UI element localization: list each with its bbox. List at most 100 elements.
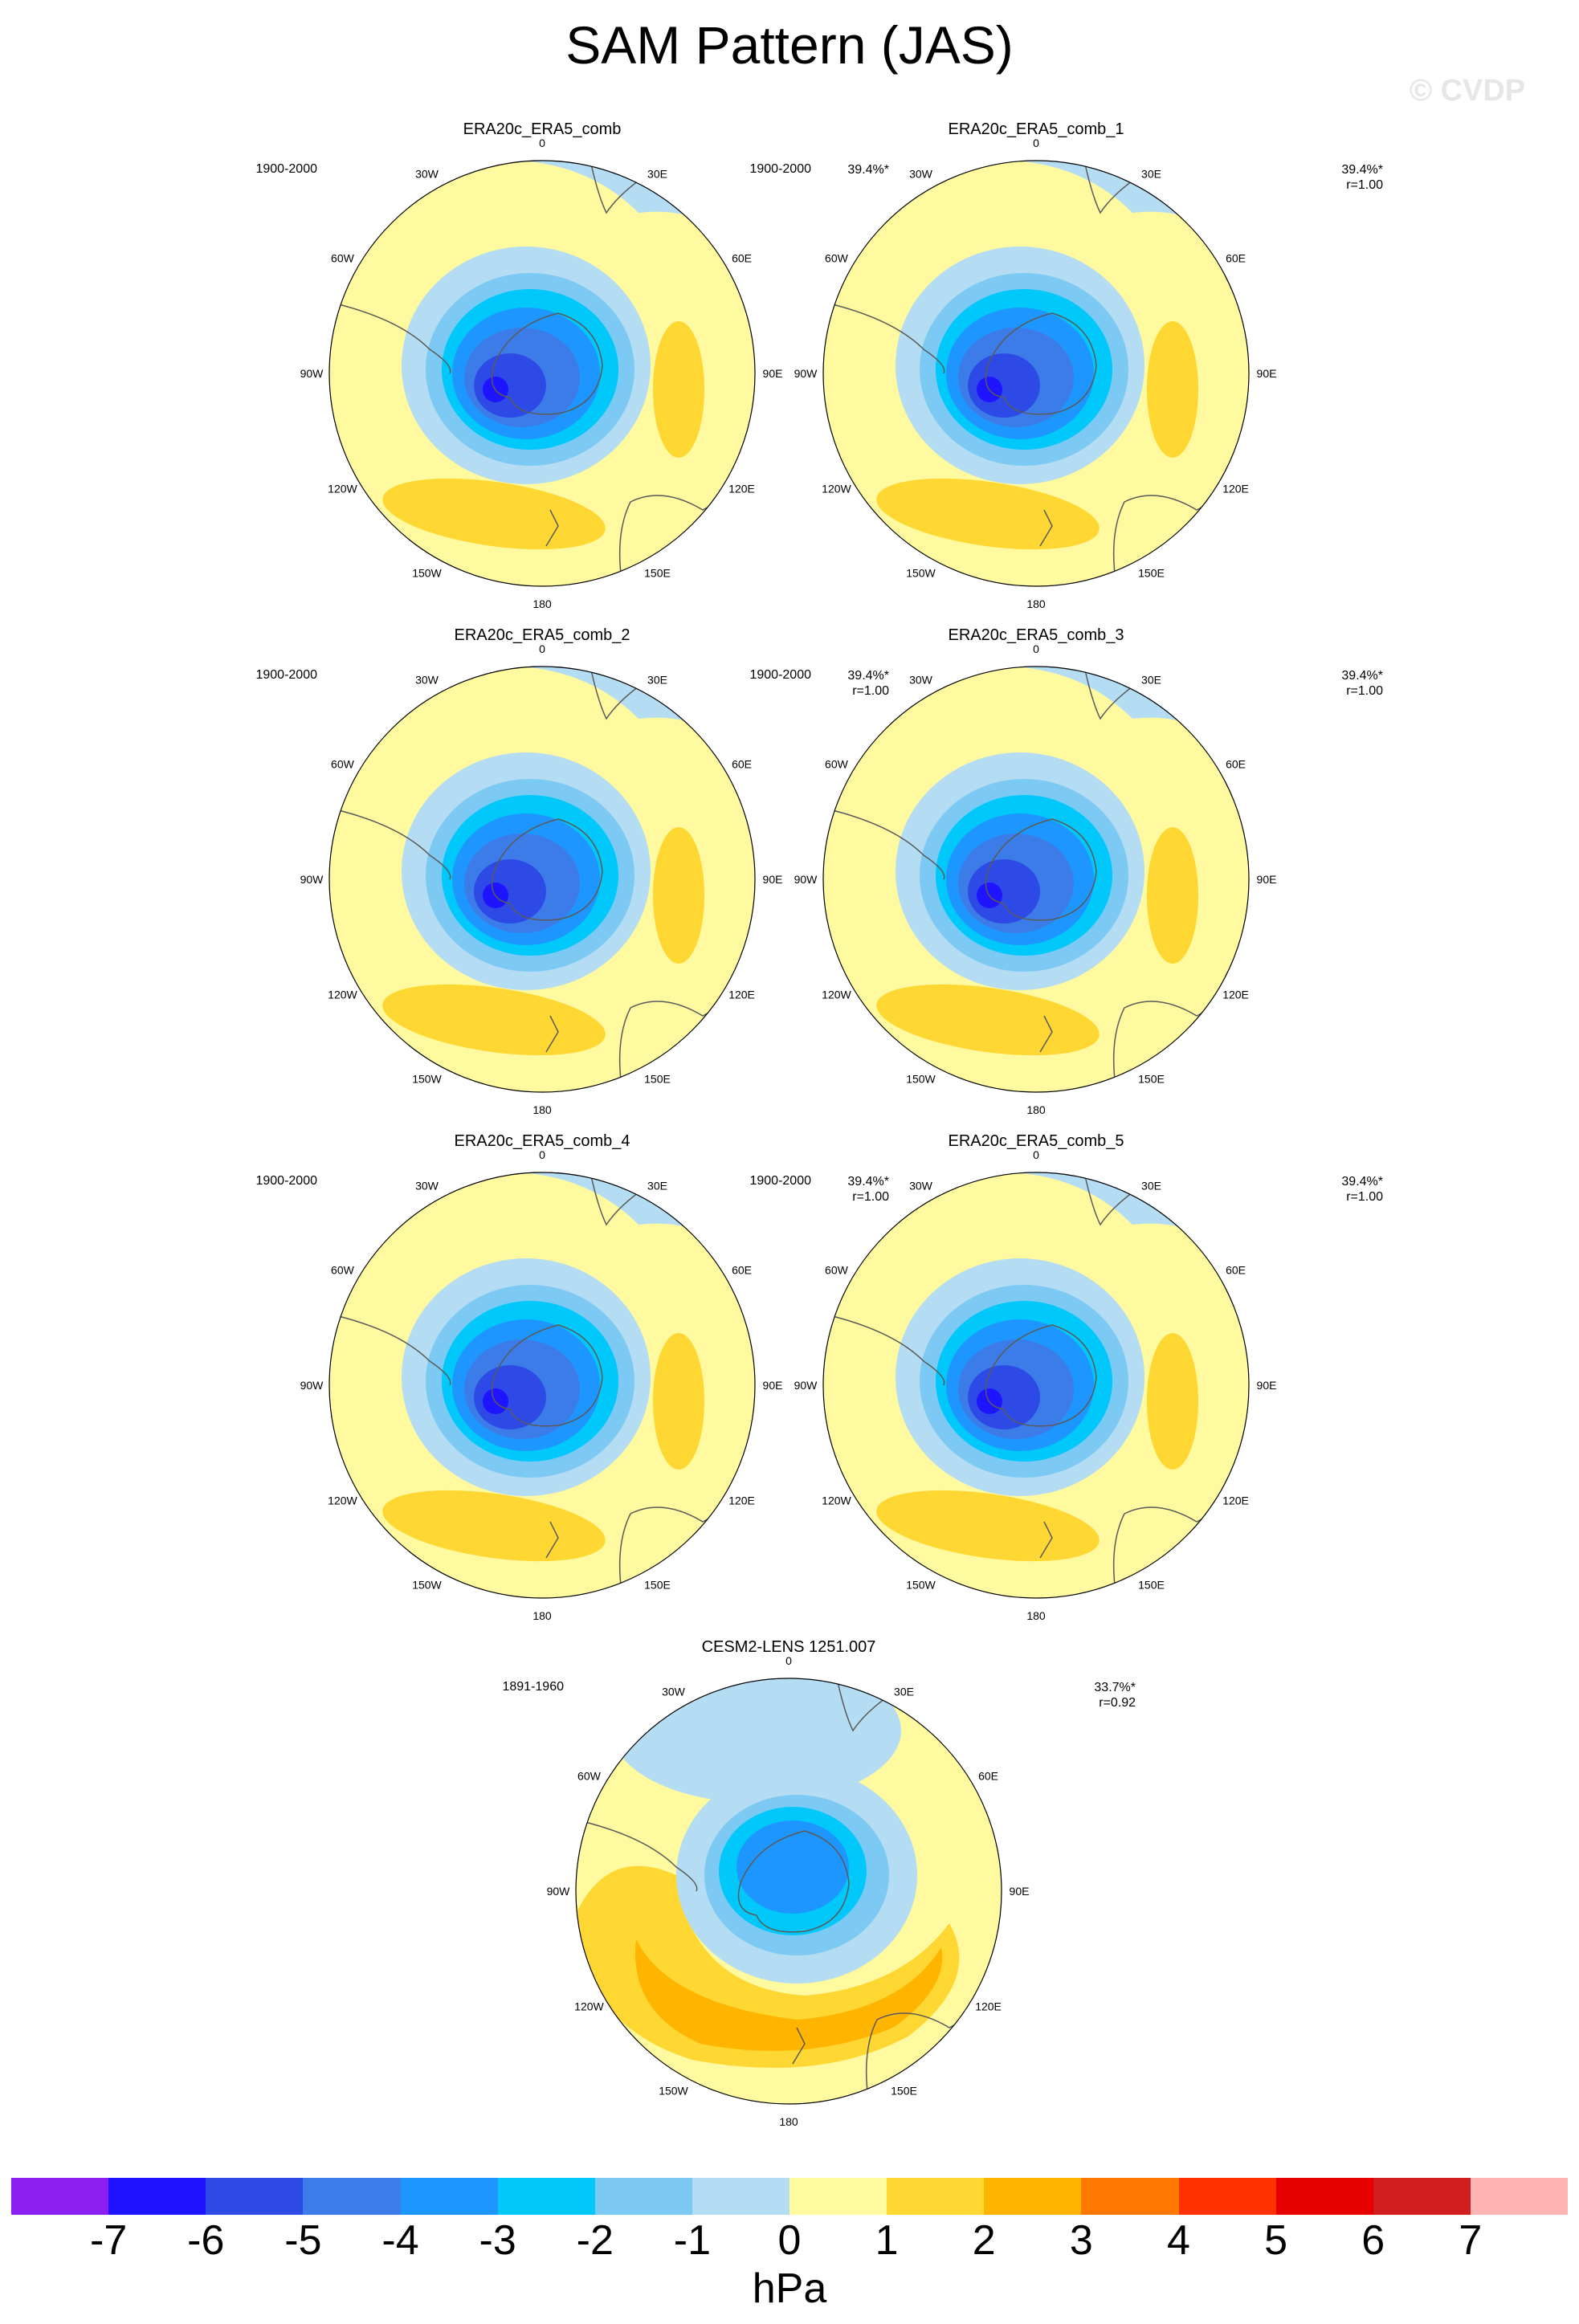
new-zealand-outline (545, 1521, 559, 1559)
colorbar-box-13 (1275, 2178, 1373, 2215)
panel-percent-variance: 39.4%* (1341, 669, 1383, 683)
lon-label-e90: 90E (1257, 1379, 1277, 1392)
lon-label-w90: 90W (547, 1885, 571, 1898)
lon-label-e60: 60E (1226, 758, 1246, 771)
colorbar-box-8 (790, 2178, 887, 2215)
lon-label-w90: 90W (300, 873, 324, 886)
panel-stats: 33.7%* r=0.92 (1055, 1680, 1136, 1710)
south-america-outline (823, 300, 945, 374)
sam-contours (823, 1172, 1249, 1598)
colorbar-box-11 (1081, 2178, 1179, 2215)
lon-label-e30: 30E (1141, 1179, 1161, 1192)
lon-label-w60: 60W (331, 758, 355, 771)
positive-anomaly-south (876, 984, 1100, 1056)
polar-map: 0 30E 60E 90E 120E 150E 180 150W 120W 90W 60W 30W (794, 1148, 1277, 1622)
positive-anomaly-east (1147, 321, 1198, 458)
colorbar-tick-label: 6 (1361, 2217, 1385, 2264)
lon-label-w60: 60W (825, 1264, 849, 1277)
panel-period: 1891-1960 (502, 1680, 564, 1694)
panel-stats: 39.4%* r=1.00 (1303, 1174, 1383, 1205)
south-america-outline (823, 1312, 945, 1386)
lon-label-e30: 30E (647, 167, 667, 180)
lon-label-deg180: 180 (1026, 597, 1046, 610)
new-zealand-outline (545, 509, 559, 547)
panel-title: ERA20c_ERA5_comb_5 (948, 1132, 1124, 1150)
lon-label-deg0: 0 (539, 137, 545, 149)
lon-label-w150: 150W (906, 567, 936, 580)
lon-label-e150: 150E (644, 567, 671, 580)
lon-label-e30: 30E (894, 1685, 914, 1698)
lon-label-e90: 90E (1257, 873, 1277, 886)
lon-label-w150: 150W (412, 567, 442, 580)
lon-label-deg0: 0 (1033, 137, 1039, 149)
colorbar-tick-label: -7 (90, 2217, 128, 2264)
antarctica-outline (491, 818, 603, 921)
map-panel-6: ERA20c_ERA5_comb_5 1900-2000 39.4%* r=1.… (634, 1132, 1438, 1630)
colorbar-box-14 (1373, 2178, 1471, 2215)
south-america-outline (329, 1312, 451, 1386)
polar-map: 0 30E 60E 90E 120E 150E 180 150W 120W 90W 60W 30W (300, 642, 783, 1116)
lon-label-w30: 30W (662, 1685, 686, 1698)
lon-label-w60: 60W (577, 1770, 602, 1783)
lon-label-w90: 90W (794, 367, 818, 380)
lon-label-deg180: 180 (532, 1103, 552, 1116)
polar-map: 0 30E 60E 90E 120E 150E 180 150W 120W 90W 60W 30W (794, 137, 1277, 610)
lon-label-w150: 150W (412, 1579, 442, 1592)
lon-label-w30: 30W (909, 167, 933, 180)
lon-label-e30: 30E (1141, 167, 1161, 180)
new-zealand-outline (792, 2027, 806, 2065)
colorbar-tick-label: -1 (673, 2217, 711, 2264)
lon-label-w120: 120W (822, 483, 851, 495)
colorbar-tick-label: 5 (1264, 2217, 1288, 2264)
panel-title: ERA20c_ERA5_comb_1 (948, 120, 1124, 138)
lon-label-w90: 90W (300, 367, 324, 380)
lon-label-w30: 30W (415, 1179, 439, 1192)
lon-label-e150: 150E (1138, 1579, 1165, 1592)
antarctica-outline (985, 312, 1097, 415)
polar-map: 0 30E 60E 90E 120E 150E 180 150W 120W 90W 60W 30W (300, 1148, 783, 1622)
panel-stats: 39.4%* r=1.00 (809, 668, 889, 699)
panel-percent-variance: 39.4%* (847, 1175, 889, 1189)
colorbar-box-7 (692, 2178, 790, 2215)
lon-label-w90: 90W (794, 1379, 818, 1392)
new-zealand-outline (1039, 1015, 1053, 1053)
lon-label-w120: 120W (822, 989, 851, 1001)
lon-label-e60: 60E (732, 252, 752, 265)
antarctica-outline (985, 1324, 1097, 1427)
positive-anomaly-south (382, 984, 606, 1056)
lon-label-w120: 120W (574, 2000, 604, 2013)
figure-title: SAM Pattern (JAS) (565, 15, 1014, 75)
colorbar-box-15 (1470, 2178, 1568, 2215)
lon-label-w30: 30W (415, 167, 439, 180)
sam-contours (329, 667, 755, 1092)
lon-label-e120: 120E (1222, 1494, 1249, 1507)
sam-contours (329, 1172, 755, 1598)
map-panel-7: CESM2-LENS 1251.007 1891-1960 33.7%* r=0… (387, 1638, 1190, 2136)
sam-contours (576, 1678, 1002, 2104)
panel-percent-variance: 39.4%* (847, 669, 889, 683)
panel-correlation: r=1.00 (1346, 178, 1383, 192)
positive-anomaly-east (1147, 827, 1198, 964)
sam-contours (823, 161, 1249, 586)
colorbar-box-6 (594, 2178, 692, 2215)
lon-label-w90: 90W (794, 873, 818, 886)
map-panel-2: ERA20c_ERA5_comb_1 1900-2000 39.4%* r=1.… (634, 120, 1438, 618)
panel-stats: 39.4%* r=1.00 (1303, 162, 1383, 193)
antarctica-outline (491, 1324, 603, 1427)
panel-correlation: r=1.00 (852, 684, 889, 698)
lon-label-e150: 150E (644, 1073, 671, 1086)
lon-label-deg0: 0 (1033, 642, 1039, 655)
panel-correlation: r=1.00 (1346, 684, 1383, 698)
lon-label-e90: 90E (763, 873, 783, 886)
lon-label-w60: 60W (331, 252, 355, 265)
lon-label-deg180: 180 (532, 1609, 552, 1622)
south-america-outline (576, 1818, 698, 1892)
lon-label-e150: 150E (891, 2085, 917, 2098)
watermark: © CVDP (1410, 74, 1526, 108)
panel-percent-variance: 33.7%* (1094, 1681, 1136, 1694)
lon-label-e150: 150E (1138, 1073, 1165, 1086)
new-zealand-outline (1039, 1521, 1053, 1559)
lon-label-e60: 60E (732, 758, 752, 771)
lon-label-e30: 30E (647, 673, 667, 686)
lon-label-deg0: 0 (785, 1654, 792, 1667)
